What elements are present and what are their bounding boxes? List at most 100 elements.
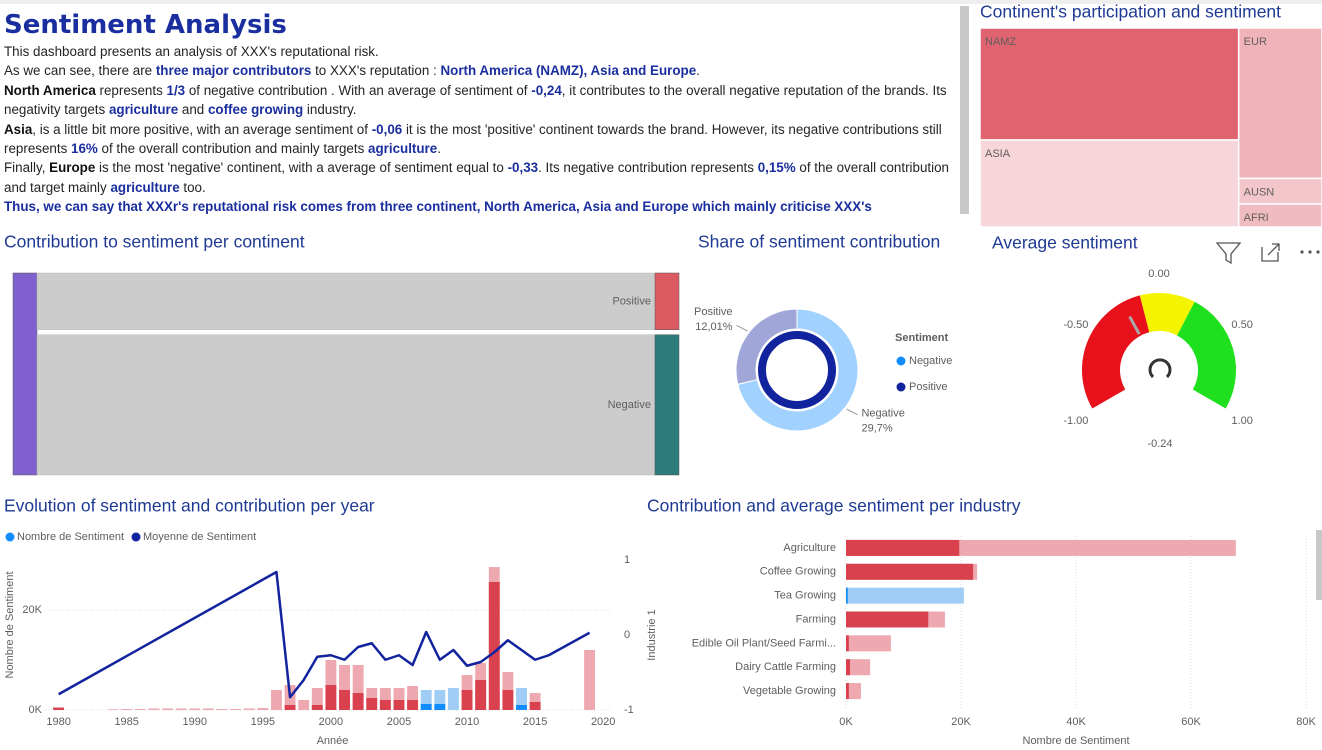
slice-name: Negative bbox=[861, 408, 904, 420]
category-label: Coffee Growing bbox=[760, 566, 836, 578]
bar bbox=[846, 563, 974, 580]
y-axis-label: Nombre de Sentiment bbox=[4, 572, 16, 679]
dot[interactable] bbox=[1308, 250, 1312, 254]
bar bbox=[846, 611, 929, 628]
more-options[interactable] bbox=[1300, 250, 1320, 254]
sankey-target-node bbox=[654, 272, 680, 330]
paragraph: Finally, Europe is the most 'negative' c… bbox=[4, 158, 956, 197]
bar bbox=[216, 709, 228, 710]
text-run: , it contributes to the overall negative… bbox=[4, 82, 947, 118]
emphasis: Asia bbox=[4, 121, 33, 137]
bar bbox=[584, 650, 596, 710]
bar bbox=[475, 680, 487, 710]
category-label: Farming bbox=[796, 613, 836, 625]
emphasis: coffee growing bbox=[207, 102, 304, 118]
text-run: Finally, bbox=[4, 160, 50, 176]
paragraph: North America represents 1/3 of negative… bbox=[4, 81, 956, 120]
dot[interactable] bbox=[1316, 250, 1320, 254]
text-run: industry. bbox=[303, 102, 357, 118]
y2-tick-label: 1 bbox=[624, 554, 630, 566]
target-label: Negative bbox=[608, 399, 651, 411]
gauge-tick-label: -0.50 bbox=[1063, 319, 1088, 331]
bar bbox=[846, 683, 861, 700]
emphasis: three major contributors bbox=[155, 63, 312, 79]
bar bbox=[488, 582, 500, 710]
target-label: Positive bbox=[612, 295, 651, 307]
focus-frame[interactable] bbox=[1261, 247, 1279, 262]
emphasis: Europe bbox=[49, 160, 96, 176]
bar bbox=[162, 708, 173, 710]
bar bbox=[846, 683, 849, 700]
text-run: . Its negative contribution represents bbox=[538, 160, 758, 176]
tile-label: NAMZ bbox=[985, 36, 1016, 48]
bar bbox=[257, 708, 269, 710]
text-run: . bbox=[696, 63, 700, 79]
paragraph: Thus, we can say that XXXr's reputationa… bbox=[4, 197, 956, 216]
chart-title: Evolution of sentiment and contribution … bbox=[4, 496, 375, 516]
treemap-tile bbox=[1237, 27, 1322, 180]
bar bbox=[339, 690, 350, 710]
scrollbar[interactable] bbox=[1316, 530, 1322, 600]
gauge-tick-label: 1.00 bbox=[1231, 415, 1252, 427]
x-tick-label: 40K bbox=[1066, 716, 1086, 728]
bar bbox=[393, 700, 405, 710]
y2-tick-label: -1 bbox=[624, 704, 634, 716]
treemap-tile bbox=[979, 27, 1240, 141]
x-tick-label: 20K bbox=[951, 716, 971, 728]
gauge-band bbox=[1177, 301, 1236, 409]
x-tick-label: 2015 bbox=[523, 716, 547, 728]
bar bbox=[311, 688, 323, 710]
legend-label: Positive bbox=[909, 381, 948, 393]
chart-title: Share of sentiment contribution bbox=[698, 232, 940, 252]
bar bbox=[420, 690, 432, 710]
leader-line bbox=[736, 324, 748, 332]
legend-marker bbox=[5, 532, 15, 542]
slice-name: Positive bbox=[694, 306, 733, 318]
bar bbox=[407, 700, 419, 710]
x-tick-label: 2005 bbox=[387, 716, 411, 728]
emphasis: Thus, we can say that XXXr's reputationa… bbox=[4, 199, 872, 215]
gauge-tick-label: -1.00 bbox=[1063, 415, 1088, 427]
emphasis: -0,06 bbox=[371, 121, 403, 137]
text-run: represents bbox=[95, 82, 167, 98]
bar bbox=[529, 693, 541, 710]
x-axis-label: Nombre de Sentiment bbox=[1023, 735, 1130, 747]
gauge-needle bbox=[1128, 315, 1141, 335]
x-tick-label: 2010 bbox=[455, 716, 479, 728]
bar bbox=[53, 707, 65, 710]
gauge-band bbox=[1139, 293, 1195, 336]
bar bbox=[447, 688, 459, 710]
bar bbox=[846, 587, 848, 604]
bar bbox=[420, 704, 432, 710]
emphasis: agriculture bbox=[110, 179, 180, 195]
gauge-hub bbox=[1148, 358, 1172, 379]
legend-marker bbox=[896, 382, 906, 392]
focus-arrow[interactable] bbox=[1267, 243, 1280, 256]
tile-label: ASIA bbox=[985, 148, 1011, 160]
bar bbox=[352, 665, 364, 710]
bar bbox=[516, 705, 527, 710]
legend-label: Negative bbox=[909, 355, 952, 367]
bar bbox=[189, 708, 201, 710]
gauge-band bbox=[1082, 295, 1150, 409]
x-axis-label: Année bbox=[317, 735, 349, 747]
bar bbox=[230, 709, 242, 710]
sankey-link bbox=[36, 272, 656, 330]
bar bbox=[379, 688, 391, 710]
bar bbox=[846, 659, 851, 676]
bar bbox=[379, 700, 391, 710]
bar bbox=[298, 700, 310, 710]
category-label: Edible Oil Plant/Seed Farmi... bbox=[692, 637, 836, 649]
emphasis: agriculture bbox=[108, 102, 179, 118]
filter-icon[interactable] bbox=[1215, 242, 1242, 265]
text-run: of the overall contribution and mainly t… bbox=[97, 141, 369, 157]
tile-label: AUSN bbox=[1244, 186, 1275, 198]
bar bbox=[846, 539, 960, 556]
scrollbar[interactable] bbox=[960, 6, 969, 214]
bar bbox=[407, 686, 419, 710]
dot[interactable] bbox=[1300, 250, 1304, 254]
text-run: too. bbox=[179, 179, 206, 195]
focus-icon[interactable] bbox=[1261, 243, 1280, 262]
x-tick-label: 1980 bbox=[46, 716, 70, 728]
